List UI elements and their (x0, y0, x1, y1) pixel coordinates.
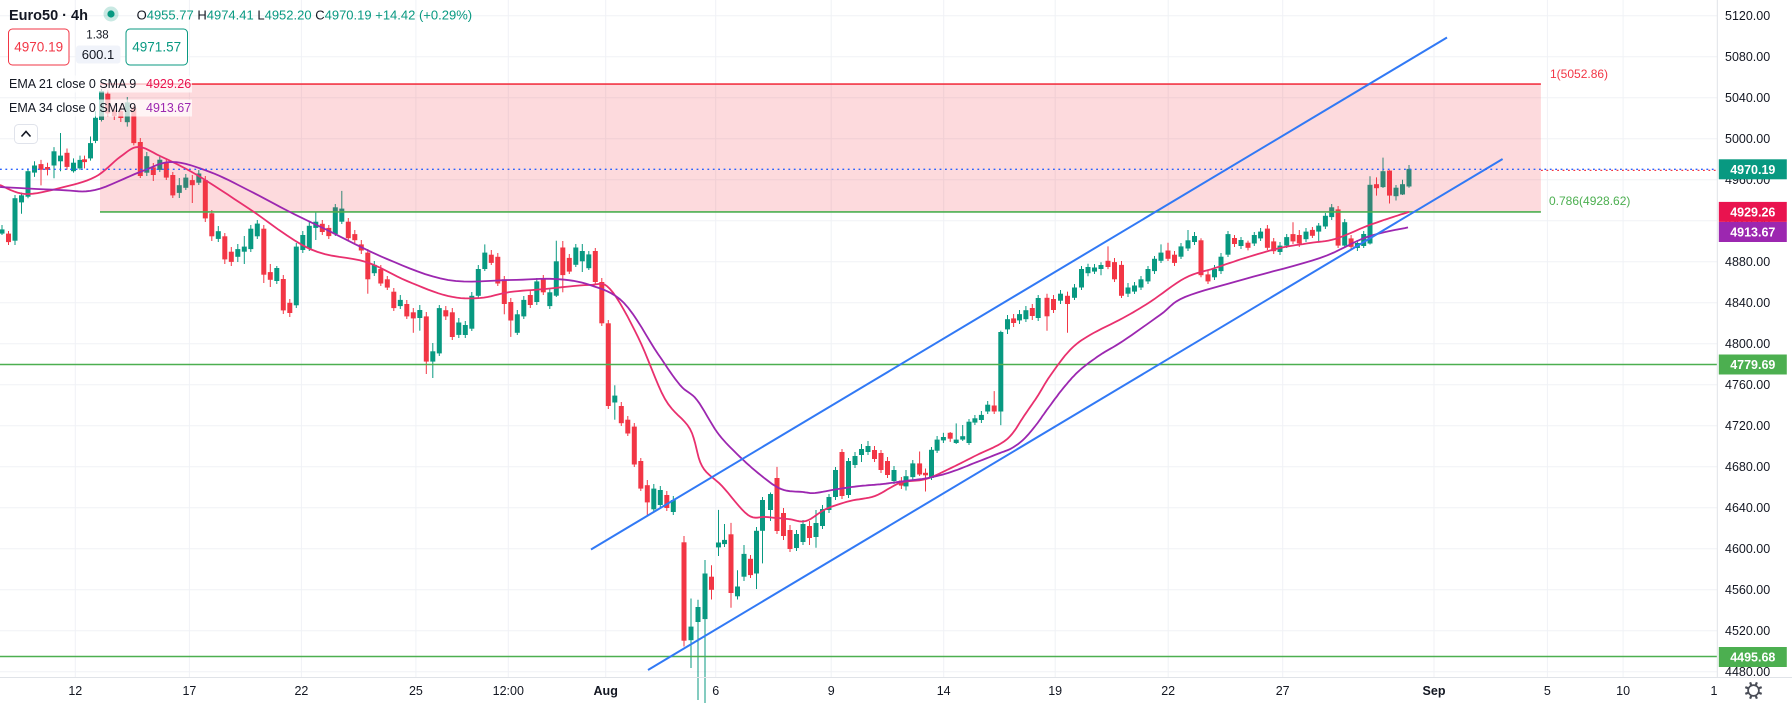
svg-text:4971.57: 4971.57 (132, 40, 181, 55)
svg-text:EMA 21 close 0 SMA 9: EMA 21 close 0 SMA 9 (9, 77, 136, 91)
svg-text:9: 9 (828, 684, 835, 698)
svg-text:4913.67: 4913.67 (146, 101, 191, 115)
svg-text:4495.68: 4495.68 (1730, 651, 1775, 665)
svg-text:4779.69: 4779.69 (1730, 358, 1775, 372)
svg-text:4520.00: 4520.00 (1725, 624, 1770, 638)
svg-text:4600.00: 4600.00 (1725, 542, 1770, 556)
svg-text:5000.00: 5000.00 (1725, 132, 1770, 146)
svg-text:22: 22 (1161, 684, 1175, 698)
svg-text:600.1: 600.1 (82, 47, 115, 62)
svg-text:4640.00: 4640.00 (1725, 501, 1770, 515)
svg-text:10: 10 (1616, 684, 1630, 698)
svg-text:5040.00: 5040.00 (1725, 91, 1770, 105)
svg-text:5: 5 (1544, 684, 1551, 698)
svg-text:4929.26: 4929.26 (146, 77, 191, 91)
svg-text:Sep: Sep (1423, 684, 1446, 698)
svg-text:17: 17 (182, 684, 196, 698)
svg-text:O4955.77 H4974.41 L4952.20 C49: O4955.77 H4974.41 L4952.20 C4970.19 +14.… (137, 8, 473, 23)
svg-text:4560.00: 4560.00 (1725, 583, 1770, 597)
svg-text:4970.19: 4970.19 (1730, 163, 1775, 177)
svg-text:4913.67: 4913.67 (1730, 226, 1775, 240)
svg-text:5120.00: 5120.00 (1725, 9, 1770, 23)
svg-text:4929.26: 4929.26 (1730, 205, 1775, 219)
svg-text:4800.00: 4800.00 (1725, 337, 1770, 351)
svg-text:EMA 34 close 0 SMA 9: EMA 34 close 0 SMA 9 (9, 101, 136, 115)
svg-text:1.38: 1.38 (86, 30, 108, 42)
svg-text:1: 1 (1711, 684, 1718, 698)
svg-text:14: 14 (937, 684, 951, 698)
svg-text:4760.00: 4760.00 (1725, 378, 1770, 392)
svg-text:4680.00: 4680.00 (1725, 460, 1770, 474)
svg-text:1(5052.86): 1(5052.86) (1550, 67, 1608, 81)
svg-text:Euro50 · 4h: Euro50 · 4h (9, 8, 88, 24)
svg-text:19: 19 (1048, 684, 1062, 698)
svg-text:4880.00: 4880.00 (1725, 255, 1770, 269)
svg-text:6: 6 (712, 684, 719, 698)
svg-text:4720.00: 4720.00 (1725, 419, 1770, 433)
svg-text:4480.00: 4480.00 (1725, 665, 1770, 679)
svg-text:25: 25 (409, 684, 423, 698)
svg-text:12:00: 12:00 (493, 684, 524, 698)
svg-text:4840.00: 4840.00 (1725, 296, 1770, 310)
svg-text:12: 12 (68, 684, 82, 698)
svg-text:27: 27 (1276, 684, 1290, 698)
svg-text:4970.19: 4970.19 (14, 40, 63, 55)
svg-text:5080.00: 5080.00 (1725, 50, 1770, 64)
svg-text:Aug: Aug (594, 684, 618, 698)
svg-text:22: 22 (294, 684, 308, 698)
svg-text:0.786(4928.62): 0.786(4928.62) (1549, 194, 1630, 208)
